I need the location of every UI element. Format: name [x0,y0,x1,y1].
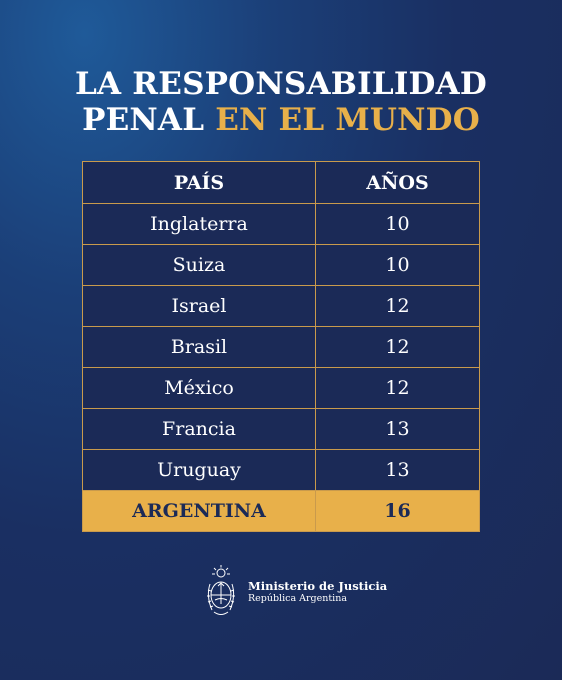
title-line-2: PENAL EN EL MUNDO [0,102,562,138]
table-row: Israel 12 [82,285,480,327]
ministry-country: República Argentina [248,593,347,604]
age-cell: 13 [315,408,480,450]
table-row: Uruguay 13 [82,449,480,491]
header-anos: AÑOS [315,161,480,204]
age-cell: 10 [315,244,480,286]
table-row: Suiza 10 [82,244,480,286]
country-cell: Brasil [82,326,316,368]
header-pais: PAÍS [82,161,316,204]
table-row: Brasil 12 [82,326,480,368]
table-row: Inglaterra 10 [82,203,480,245]
argentina-coat-of-arms-icon [207,565,235,615]
ministry-text: Ministerio de Justicia República Argenti… [248,579,387,605]
table-row: México 12 [82,367,480,409]
table-row-highlight: ARGENTINA 16 [82,490,480,532]
table-row: Francia 13 [82,408,480,450]
age-cell: 12 [315,285,480,327]
country-cell: Francia [82,408,316,450]
age-cell: 13 [315,449,480,491]
table-header-row: PAÍS AÑOS [82,161,480,204]
country-cell: Uruguay [82,449,316,491]
country-cell: México [82,367,316,409]
country-cell: Inglaterra [82,203,316,245]
ministry-footer: Ministerio de Justicia República Argenti… [204,564,387,620]
age-cell: 12 [315,367,480,409]
country-cell: Israel [82,285,316,327]
title-line-2-white: PENAL [82,102,205,138]
title-line-1: LA RESPONSABILIDAD [75,66,487,102]
page-title: LA RESPONSABILIDAD PENAL EN EL MUNDO [0,66,562,138]
age-cell-argentina: 16 [315,490,480,532]
age-cell: 10 [315,203,480,245]
title-line-2-accent: EN EL MUNDO [215,102,480,138]
age-table: PAÍS AÑOS Inglaterra 10 Suiza 10 Israel … [82,161,480,532]
age-cell: 12 [315,326,480,368]
country-cell: Suiza [82,244,316,286]
country-cell-argentina: ARGENTINA [82,490,316,532]
ministry-name: Ministerio de Justicia [248,579,388,593]
